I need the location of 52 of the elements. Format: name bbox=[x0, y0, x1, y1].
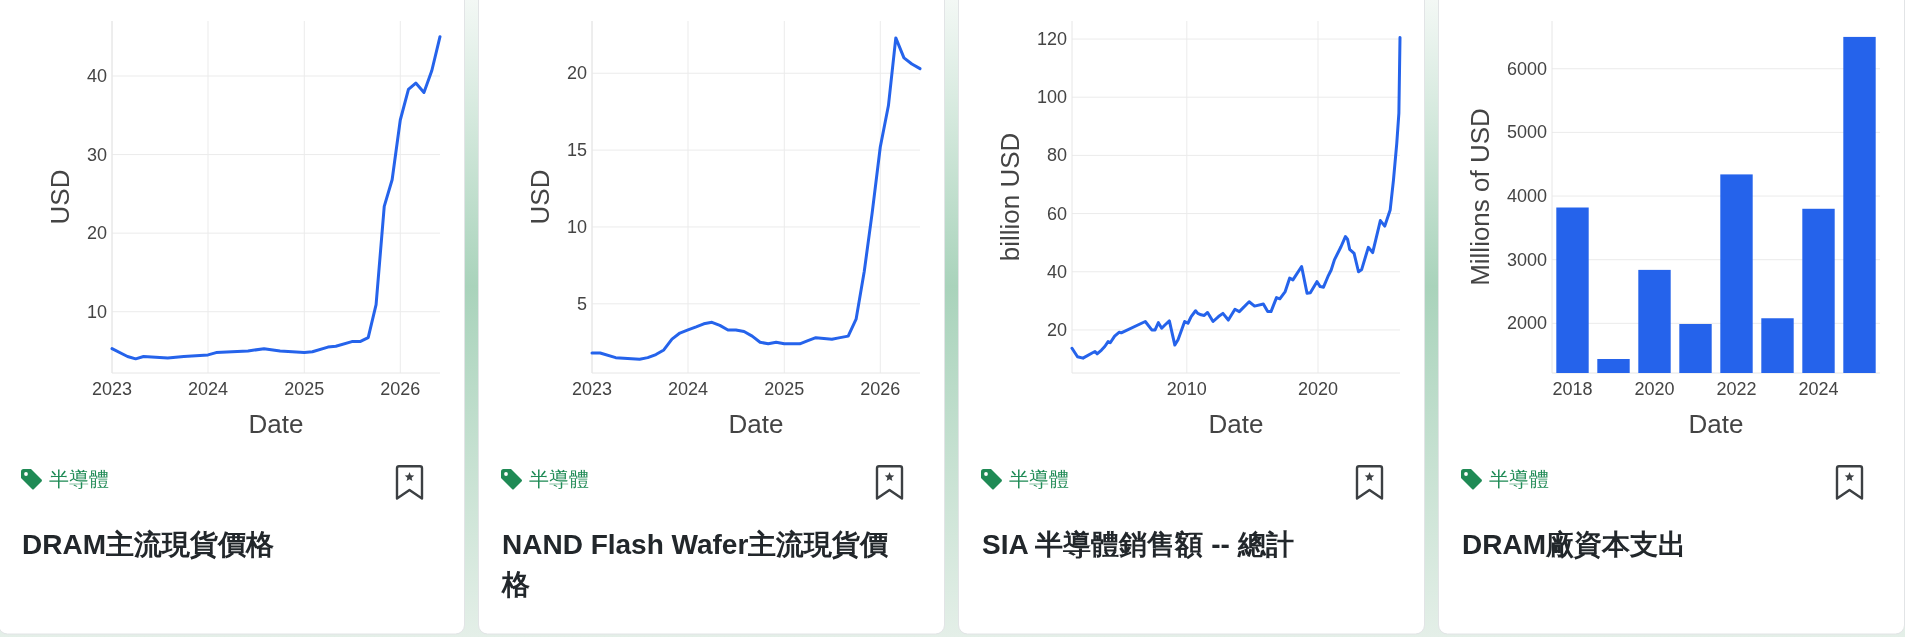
y-tick-label: 3000 bbox=[1506, 249, 1547, 270]
text: 半導體 bbox=[529, 468, 589, 490]
y-tick-label: 30 bbox=[86, 144, 107, 165]
x-tick-label: 2023 bbox=[571, 379, 613, 399]
x-tick-label: 2024 bbox=[1798, 379, 1839, 399]
text: SIA 半導體銷售額 -- 總計 bbox=[982, 529, 1294, 560]
y-tick-label: 40 bbox=[86, 66, 107, 86]
y-tick-label: 100 bbox=[1036, 87, 1067, 108]
y-axis-title: USD bbox=[44, 169, 75, 225]
y-tick-label: 20 bbox=[566, 63, 587, 84]
x-axis-title: Date bbox=[1208, 409, 1264, 439]
x-tick-label: 2018 bbox=[1552, 379, 1593, 399]
x-axis-title: Date bbox=[248, 409, 304, 439]
text: NAND Flash Wafer主流現貨價格 bbox=[501, 529, 890, 600]
x-tick-label: 2026 bbox=[380, 379, 421, 399]
text: 半導體 bbox=[49, 468, 109, 490]
text: 半導體 bbox=[1009, 468, 1069, 490]
line-series bbox=[1070, 36, 1402, 360]
y-tick-label: 60 bbox=[1046, 203, 1067, 224]
y-tick-label: 2000 bbox=[1506, 313, 1547, 334]
y-tick-label: 10 bbox=[566, 216, 587, 237]
x-tick-label: 2010 bbox=[1166, 379, 1207, 399]
x-axis-title: Date bbox=[728, 409, 784, 439]
text: DRAM主流現貨價格 bbox=[22, 529, 274, 560]
y-tick-label: 4000 bbox=[1506, 186, 1547, 207]
x-axis-title: Date bbox=[1688, 409, 1744, 439]
x-tick-label: 2024 bbox=[187, 379, 229, 399]
y-tick-label: 5 bbox=[576, 293, 587, 314]
y-axis-title: USD bbox=[524, 169, 555, 225]
y-axis-title: Millions of USD bbox=[1464, 108, 1495, 286]
y-tick-label: 6000 bbox=[1506, 58, 1547, 79]
y-tick-label: 20 bbox=[1046, 319, 1067, 340]
x-tick-label: 2022 bbox=[1716, 379, 1757, 399]
x-tick-label: 2020 bbox=[1634, 379, 1675, 399]
y-tick-label: 40 bbox=[1046, 261, 1067, 282]
x-tick-label: 2024 bbox=[667, 379, 709, 399]
y-tick-label: 20 bbox=[86, 223, 107, 244]
x-tick-label: 2025 bbox=[764, 379, 805, 399]
y-tick-label: 15 bbox=[566, 140, 587, 161]
y-tick-label: 80 bbox=[1046, 145, 1067, 166]
line-series bbox=[590, 36, 922, 361]
y-tick-label: 5000 bbox=[1506, 122, 1547, 143]
x-tick-label: 2023 bbox=[91, 379, 133, 399]
x-tick-label: 2026 bbox=[860, 379, 901, 399]
y-tick-label: 10 bbox=[86, 301, 107, 322]
text: DRAM廠資本支出 bbox=[1462, 529, 1686, 560]
x-tick-label: 2020 bbox=[1298, 379, 1339, 399]
y-tick-label: 120 bbox=[1036, 29, 1067, 50]
text: 半導體 bbox=[1489, 468, 1549, 490]
line-series bbox=[110, 35, 442, 361]
x-tick-label: 2025 bbox=[284, 379, 325, 399]
y-axis-title: billion USD bbox=[994, 132, 1025, 262]
